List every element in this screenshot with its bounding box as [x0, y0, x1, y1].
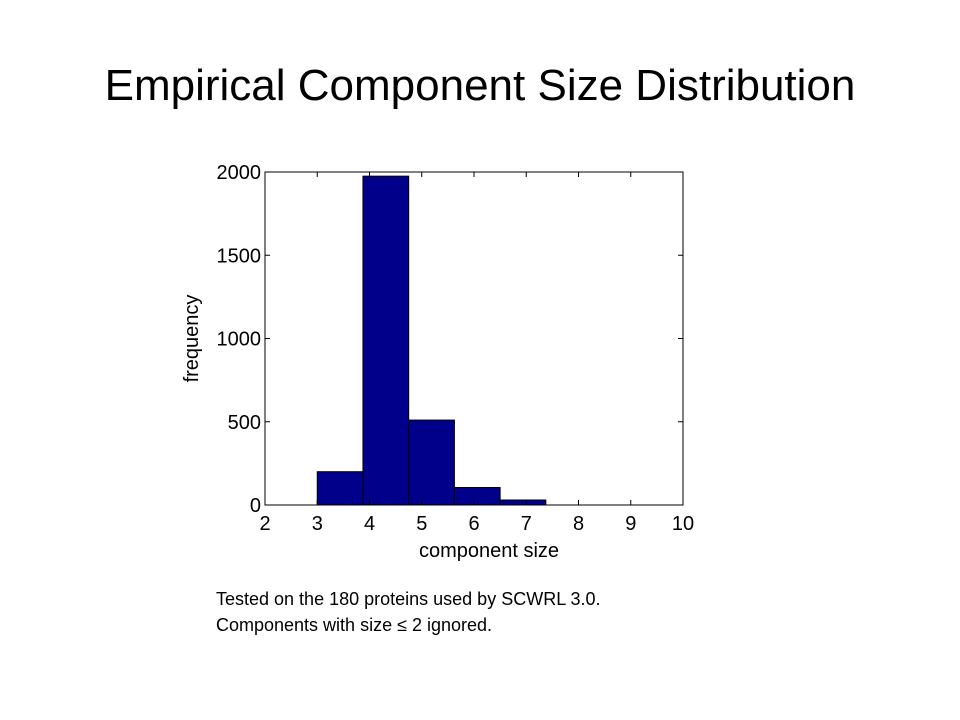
- histogram-bar-1: [316, 471, 364, 506]
- histogram-bar-4: [453, 487, 501, 506]
- x-tick-label: 3: [312, 513, 323, 535]
- y-tick-label: 0: [250, 495, 261, 517]
- caption-line-1: Tested on the 180 proteins used by SCWRL…: [216, 589, 601, 609]
- histogram-bar-2: [362, 175, 410, 506]
- x-tick-label: 10: [672, 513, 694, 535]
- histogram-bar-5: [499, 499, 547, 506]
- y-axis-label: frequency: [181, 295, 203, 383]
- slide-title: Empirical Component Size Distribution: [104, 61, 856, 110]
- y-tick-label: 1000: [217, 329, 262, 351]
- x-ticks: 2 3 4 5 6 7 8 9 10: [259, 172, 694, 535]
- x-tick-label: 7: [521, 513, 532, 535]
- x-tick-label: 4: [364, 513, 375, 535]
- histogram-bar-3: [408, 419, 455, 506]
- x-tick-label: 8: [573, 513, 584, 535]
- histogram-bars: [316, 175, 547, 506]
- caption: Tested on the 180 proteins used by SCWRL…: [216, 586, 601, 638]
- y-ticks: 0 500 1000 1500 2000: [217, 162, 683, 517]
- x-tick-label: 6: [468, 513, 479, 535]
- x-axis-label: component size: [419, 540, 559, 562]
- y-tick-label: 2000: [217, 162, 262, 184]
- x-tick-label: 9: [625, 513, 636, 535]
- x-tick-label: 5: [416, 513, 427, 535]
- x-tick-label: 2: [259, 513, 270, 535]
- plot-frame: [264, 171, 684, 506]
- y-tick-label: 1500: [217, 245, 262, 267]
- caption-line-2: Components with size ≤ 2 ignored.: [216, 615, 493, 635]
- y-tick-label: 500: [228, 412, 261, 434]
